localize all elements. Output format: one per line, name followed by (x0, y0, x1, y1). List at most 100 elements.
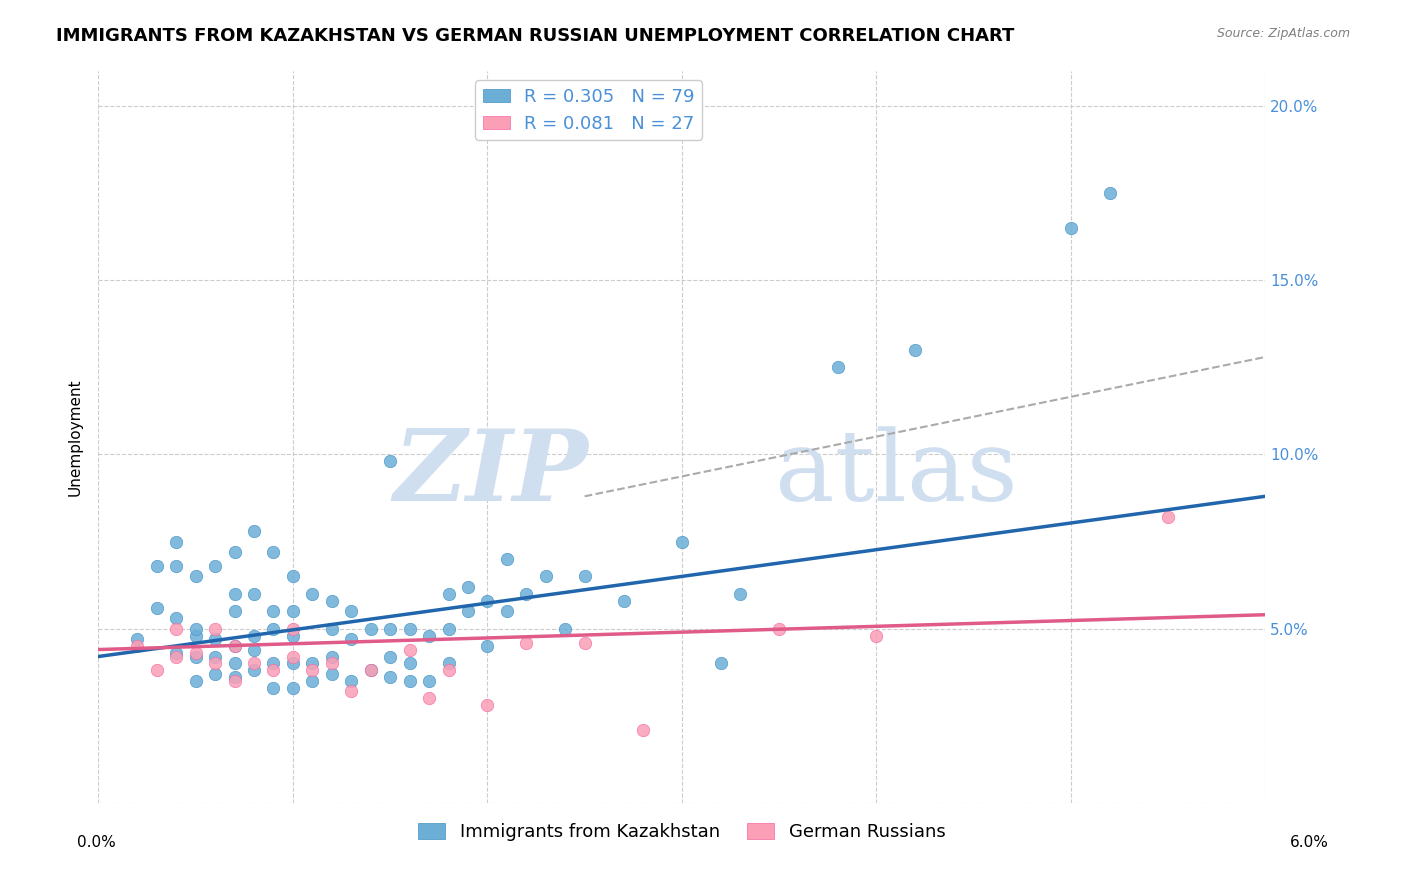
Point (146, 558, 169, 573)
Text: 6.0%: 6.0% (1289, 836, 1329, 850)
Point (184, 569, 207, 583)
Point (1098, 186, 1121, 201)
Point (730, 587, 752, 601)
Y-axis label: Unemployment: Unemployment (67, 378, 83, 496)
Point (457, 604, 479, 618)
Point (321, 667, 343, 681)
Point (165, 622, 187, 636)
Point (437, 622, 460, 636)
Point (301, 587, 323, 601)
Point (477, 639, 499, 653)
Point (534, 569, 557, 583)
Point (613, 594, 636, 608)
Text: 0.0%: 0.0% (77, 836, 117, 850)
Point (243, 524, 266, 538)
Point (301, 673, 323, 688)
Point (204, 667, 226, 681)
Point (184, 622, 207, 636)
Point (340, 673, 363, 688)
Point (340, 632, 363, 646)
Point (418, 629, 440, 643)
Point (574, 569, 596, 583)
Point (224, 639, 246, 653)
Point (515, 587, 537, 601)
Text: ZIP: ZIP (394, 425, 589, 522)
Point (865, 629, 887, 643)
Point (301, 657, 323, 671)
Point (457, 580, 479, 594)
Point (496, 552, 519, 566)
Point (496, 604, 519, 618)
Point (380, 649, 402, 664)
Text: Source: ZipAtlas.com: Source: ZipAtlas.com (1216, 27, 1350, 40)
Point (827, 360, 849, 375)
Point (204, 649, 226, 664)
Point (204, 657, 226, 671)
Point (224, 639, 246, 653)
Point (243, 629, 266, 643)
Point (671, 534, 693, 549)
Point (380, 454, 402, 468)
Point (321, 657, 343, 671)
Point (281, 649, 304, 664)
Point (262, 604, 284, 618)
Point (243, 657, 266, 671)
Point (224, 657, 246, 671)
Point (574, 635, 596, 649)
Point (281, 569, 304, 583)
Point (398, 622, 420, 636)
Point (224, 587, 246, 601)
Point (281, 622, 304, 636)
Point (204, 622, 226, 636)
Point (631, 723, 654, 737)
Point (398, 657, 420, 671)
Point (281, 657, 304, 671)
Point (224, 545, 246, 559)
Point (243, 642, 266, 657)
Point (165, 646, 187, 660)
Point (437, 664, 460, 678)
Point (1157, 510, 1180, 524)
Point (165, 558, 187, 573)
Point (904, 343, 927, 357)
Point (360, 622, 382, 636)
Point (360, 664, 382, 678)
Text: IMMIGRANTS FROM KAZAKHSTAN VS GERMAN RUSSIAN UNEMPLOYMENT CORRELATION CHART: IMMIGRANTS FROM KAZAKHSTAN VS GERMAN RUS… (56, 27, 1015, 45)
Point (127, 632, 149, 646)
Point (768, 622, 790, 636)
Point (340, 604, 363, 618)
Point (380, 670, 402, 684)
Point (554, 622, 576, 636)
Legend: Immigrants from Kazakhstan, German Russians: Immigrants from Kazakhstan, German Russi… (411, 816, 953, 848)
Point (321, 649, 343, 664)
Point (477, 594, 499, 608)
Point (165, 534, 187, 549)
Point (281, 629, 304, 643)
Point (243, 587, 266, 601)
Point (281, 604, 304, 618)
Point (437, 657, 460, 671)
Point (398, 642, 420, 657)
Point (165, 649, 187, 664)
Point (262, 664, 284, 678)
Point (262, 622, 284, 636)
Point (380, 622, 402, 636)
Point (127, 639, 149, 653)
Point (340, 684, 363, 698)
Point (437, 587, 460, 601)
Point (710, 657, 733, 671)
Point (321, 594, 343, 608)
Point (321, 622, 343, 636)
Point (418, 691, 440, 706)
Point (1060, 221, 1083, 235)
Point (515, 635, 537, 649)
Point (165, 611, 187, 625)
Point (281, 681, 304, 695)
Point (184, 673, 207, 688)
Point (204, 632, 226, 646)
Point (262, 681, 284, 695)
Point (224, 670, 246, 684)
Point (398, 673, 420, 688)
Point (360, 664, 382, 678)
Point (146, 664, 169, 678)
